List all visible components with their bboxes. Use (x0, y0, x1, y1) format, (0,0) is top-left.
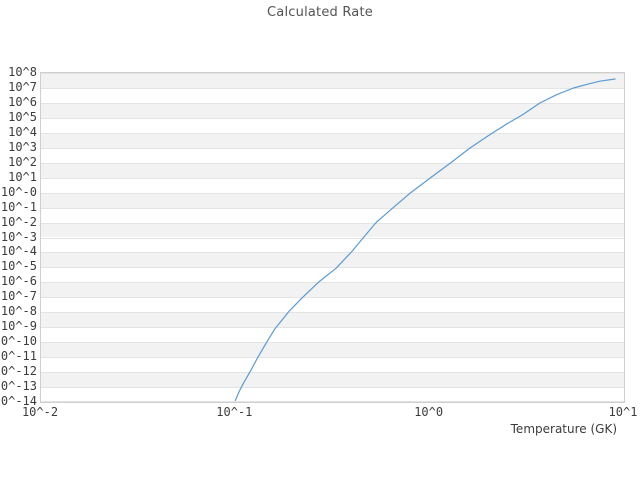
plot-area (40, 72, 625, 403)
y-axis-tick-label: 10^-8 (0, 304, 37, 319)
gridline (41, 387, 624, 389)
x-axis-tick-label: 10^1 (608, 405, 638, 419)
grid-band (41, 162, 624, 178)
gridline (41, 342, 624, 344)
gridline (41, 312, 624, 314)
x-axis-title: Temperature (GK) (510, 422, 617, 436)
y-axis-tick-label: 10^3 (8, 139, 37, 154)
y-axis-tick-label: 10^-2 (0, 214, 37, 229)
rate-curve (234, 78, 616, 402)
grid-band (41, 297, 624, 313)
grid-band (41, 327, 624, 343)
chart-title: Calculated Rate (267, 5, 373, 20)
grid-band (41, 102, 624, 118)
gridline (41, 132, 624, 134)
y-axis-tick-label: 10^-5 (0, 259, 37, 274)
y-axis-tick-label: 10^4 (8, 124, 37, 139)
grid-band (41, 73, 624, 88)
y-axis-tick-label: 10^8 (8, 65, 37, 79)
grid-band (41, 87, 624, 103)
gridline (41, 147, 624, 149)
grid-band (41, 222, 624, 238)
y-axis-tick-label: 10^-11 (0, 349, 37, 364)
gridline (41, 401, 624, 402)
grid-band (41, 192, 624, 208)
y-axis-tick-label: 10^-9 (0, 319, 37, 334)
gridline (41, 327, 624, 329)
grid-band (41, 237, 624, 253)
gridline (41, 207, 624, 209)
rate-curve-canvas (234, 78, 616, 402)
grid-band (41, 387, 624, 402)
y-axis-tick-label: 10^6 (8, 94, 37, 109)
grid-band (41, 342, 624, 358)
grid-band (41, 312, 624, 328)
grid-band (41, 117, 624, 133)
y-axis-tick-label: 10^-4 (0, 244, 37, 259)
grid-band (41, 207, 624, 223)
gridline (41, 267, 624, 269)
grid-band (41, 267, 624, 283)
y-axis-tick-label: 10^-10 (0, 334, 37, 349)
gridline (41, 102, 624, 104)
grid-band (41, 252, 624, 268)
y-axis-tick-label: 10^5 (8, 109, 37, 124)
y-axis-tick-label: 10^-7 (0, 289, 37, 304)
gridline (41, 357, 624, 359)
gridline (41, 372, 624, 374)
gridline (41, 222, 624, 224)
grid-band (41, 147, 624, 163)
y-axis-tick-label: 10^-6 (0, 274, 37, 289)
y-axis-tick-label: 10^7 (8, 79, 37, 94)
grid-band (41, 177, 624, 193)
grid-band (41, 357, 624, 373)
y-axis-tick-label: 10^-0 (0, 184, 37, 199)
gridline (41, 237, 624, 239)
y-axis-tick-label: 10^-1 (0, 199, 37, 214)
x-axis-tick-label: 10^-2 (21, 405, 59, 419)
y-axis-tick-label: 10^-12 (0, 364, 37, 379)
x-axis-tick-label: 10^-1 (216, 405, 253, 419)
y-axis-tick-label: 10^-13 (0, 379, 37, 394)
gridline (41, 297, 624, 299)
gridline (41, 162, 624, 164)
x-axis-tick-label: 10^0 (414, 405, 444, 419)
grid-band (41, 372, 624, 388)
y-axis-tick-label: 10^-3 (0, 229, 37, 244)
gridline (41, 177, 624, 179)
gridline (41, 87, 624, 89)
grid-band (41, 132, 624, 148)
gridline (41, 73, 624, 74)
gridline (41, 282, 624, 284)
gridline (41, 192, 624, 194)
gridline (41, 117, 624, 119)
gridline (41, 252, 624, 254)
y-axis-tick-label: 10^2 (8, 154, 37, 169)
y-axis-tick-label: 10^-14 (0, 394, 37, 408)
y-axis-tick-label: 10^1 (8, 169, 37, 184)
grid-band (41, 282, 624, 298)
